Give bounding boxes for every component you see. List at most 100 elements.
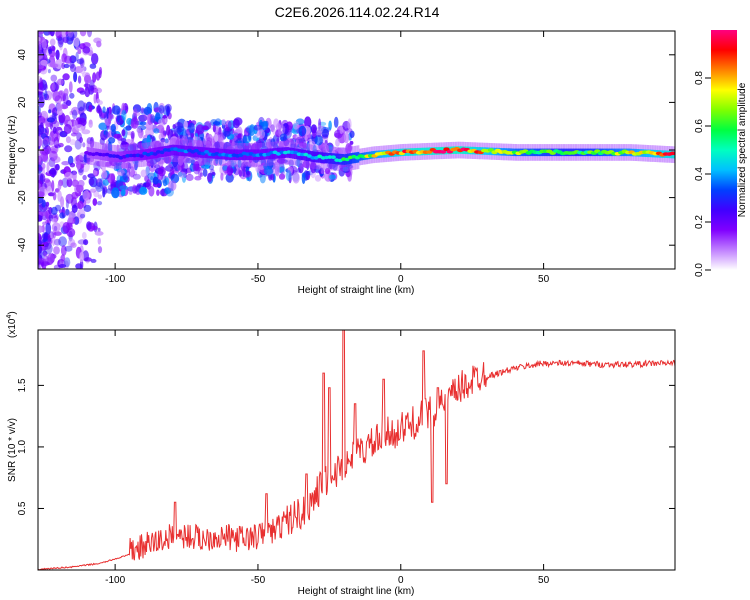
noise-blob — [73, 71, 78, 83]
noise-blob — [38, 225, 44, 233]
noise-blob — [270, 138, 276, 147]
noise-blob — [97, 237, 102, 245]
noise-blob — [79, 65, 86, 75]
noise-blob — [134, 159, 139, 168]
noise-blob — [49, 31, 55, 37]
noise-blob — [82, 174, 87, 181]
noise-blob — [289, 128, 298, 133]
noise-blob — [164, 117, 168, 124]
noise-blob — [38, 239, 43, 245]
noise-blob — [43, 83, 48, 91]
noise-blob — [121, 129, 126, 137]
noise-blob — [225, 173, 234, 183]
noise-blob — [44, 242, 53, 255]
noise-blob — [246, 125, 254, 134]
noise-blob — [318, 118, 322, 130]
noise-blob — [132, 173, 141, 180]
noise-blob — [43, 137, 49, 146]
noise-blob — [277, 124, 286, 136]
y-tick-label: 0 — [17, 147, 28, 153]
noise-blob — [59, 212, 66, 219]
y-tick-label: 1.0 — [17, 440, 28, 454]
noise-blob — [89, 63, 97, 69]
noise-blob — [263, 162, 270, 170]
noise-blob — [313, 165, 322, 174]
noise-blob — [43, 31, 51, 36]
noise-blob — [45, 201, 50, 207]
noise-blob — [104, 130, 109, 140]
noise-blob — [155, 112, 161, 122]
noise-blob — [103, 162, 113, 167]
noise-blob — [318, 169, 325, 175]
ridge-core — [344, 157, 350, 162]
top-x-axis-label: Height of straight line (km) — [298, 285, 415, 296]
noise-blob — [322, 143, 330, 154]
noise-blob — [92, 198, 98, 206]
noise-blob — [152, 176, 159, 185]
noise-blob — [119, 185, 129, 191]
noise-blob — [203, 135, 207, 146]
noise-blob — [255, 139, 262, 150]
noise-blob — [79, 31, 87, 37]
noise-blob — [62, 93, 69, 105]
noise-blob — [133, 108, 138, 117]
noise-blob — [139, 121, 147, 126]
noise-blob — [49, 120, 53, 130]
noise-blob — [69, 162, 76, 168]
noise-blob — [301, 126, 306, 139]
noise-blob — [69, 64, 77, 73]
noise-blob — [41, 163, 46, 170]
noise-blob — [68, 81, 73, 93]
noise-blob — [154, 164, 160, 169]
noise-blob — [83, 83, 91, 88]
noise-blob — [225, 120, 232, 129]
ridge-core — [193, 148, 199, 153]
noise-blob — [236, 137, 245, 149]
noise-blob — [53, 136, 60, 149]
noise-blob — [162, 130, 168, 136]
noise-blob — [72, 170, 77, 182]
noise-blob — [298, 125, 307, 137]
noise-blob — [69, 92, 75, 99]
noise-blob — [193, 135, 198, 144]
noise-blob — [212, 124, 216, 133]
noise-blob — [345, 143, 352, 155]
noise-blob — [163, 155, 172, 164]
noise-blob — [110, 123, 116, 133]
noise-blob — [93, 160, 101, 172]
top-axes-ticks: -100 -50 0 50 -40 -20 0 20 40 — [17, 31, 675, 285]
noise-blob — [99, 177, 105, 189]
noise-blob — [78, 168, 84, 173]
noise-blob — [38, 154, 42, 163]
noise-blob — [108, 137, 116, 144]
noise-blob — [219, 136, 224, 148]
noise-blob — [38, 31, 44, 35]
noise-blob — [328, 120, 332, 131]
noise-blob — [333, 116, 339, 128]
noise-blob — [286, 125, 293, 133]
noise-blob — [116, 144, 120, 153]
noise-blob — [301, 172, 306, 185]
noise-blob — [55, 49, 60, 60]
bottom-axes-ticks: -100 -50 0 50 0.5 1.0 1.5 — [17, 330, 675, 586]
noise-blob — [177, 154, 184, 166]
noise-blob — [51, 180, 55, 192]
noise-blob — [207, 172, 213, 183]
noise-blob — [48, 157, 56, 168]
noise-blob — [63, 63, 70, 69]
noise-blob — [48, 169, 57, 175]
noise-blob — [273, 118, 279, 128]
noise-blob — [202, 168, 208, 177]
noise-blob — [41, 39, 47, 50]
noise-blob — [84, 257, 92, 262]
noise-blob — [90, 225, 98, 231]
snr-series-line — [38, 330, 675, 570]
noise-blob — [61, 53, 67, 63]
noise-blob — [60, 254, 66, 262]
noise-blob — [40, 261, 50, 266]
y-tick-label: 1.5 — [17, 378, 28, 392]
noise-blob — [148, 186, 155, 197]
noise-blob — [88, 177, 95, 186]
noise-blob — [178, 171, 187, 178]
